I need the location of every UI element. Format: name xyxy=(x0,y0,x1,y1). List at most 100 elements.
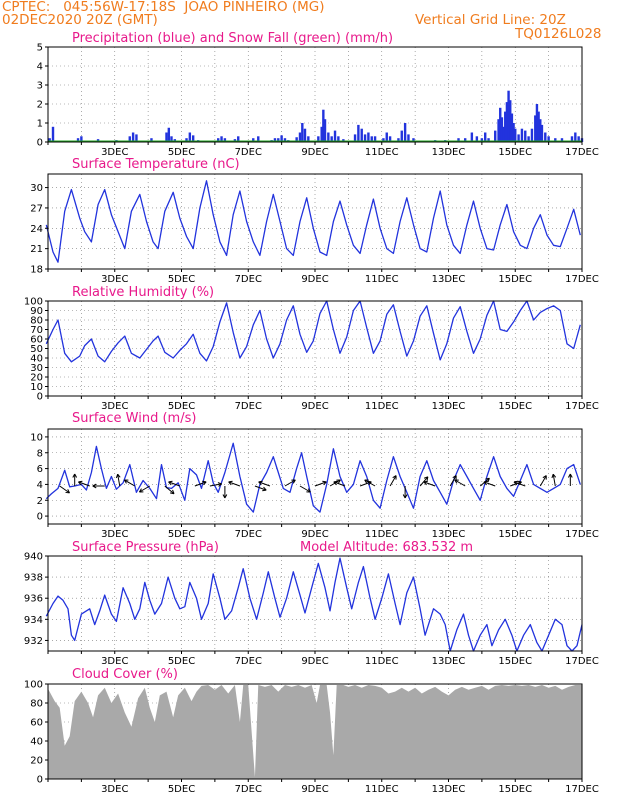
wind-arrow xyxy=(117,474,121,487)
wind-arrow-head xyxy=(202,480,207,483)
wind-arrow xyxy=(513,481,526,487)
wind-arrow-head xyxy=(513,480,519,483)
precip-bar xyxy=(457,138,460,142)
wind-arrow xyxy=(139,485,151,493)
wind-arrow-head xyxy=(423,481,427,486)
precip-bar xyxy=(277,138,280,142)
x-tick-label: 11DEC xyxy=(365,529,399,540)
wind-arrow xyxy=(333,481,346,487)
wind-arrow-head xyxy=(92,485,97,489)
wind-arrow-head xyxy=(123,479,127,484)
wind-arrow-head xyxy=(322,480,327,483)
precip-bar xyxy=(363,134,367,142)
precip-bar xyxy=(220,136,223,142)
wind-arrow-head xyxy=(72,473,76,478)
x-tick-label: 9DEC xyxy=(301,656,328,667)
y-tick-label: 30 xyxy=(30,363,43,374)
precip-bar xyxy=(505,102,509,142)
wind-arrow xyxy=(364,479,376,487)
wind-arrow-head xyxy=(218,483,222,487)
wind-arrow xyxy=(124,479,136,487)
y-tick-label: 10 xyxy=(30,382,43,393)
x-tick-label: 17DEC xyxy=(565,274,599,285)
precip-bar xyxy=(530,128,534,142)
wind-arrow-head xyxy=(404,494,408,499)
y-tick-label: 20 xyxy=(30,373,43,384)
wind-arrow-head xyxy=(323,481,327,486)
wind-arrow xyxy=(389,475,397,487)
wind-arrow-head xyxy=(513,481,518,486)
precip-bar xyxy=(554,138,557,142)
y-tick-label: 4 xyxy=(37,480,43,491)
precip-bar xyxy=(547,136,550,142)
wind-arrow-head xyxy=(337,479,341,484)
precip-bar xyxy=(191,135,195,142)
precip-bar xyxy=(307,136,310,142)
wind-arrow-head xyxy=(426,476,429,481)
precip-bar xyxy=(252,138,255,142)
precip-bar xyxy=(128,136,131,142)
y-tick-label: 100 xyxy=(24,680,43,691)
y-tick-label: 18 xyxy=(30,265,43,276)
y-tick-label: 3 xyxy=(37,81,43,92)
precip-bar xyxy=(412,138,415,142)
x-tick-label: 9DEC xyxy=(301,274,328,285)
x-tick-label: 11DEC xyxy=(365,784,399,795)
y-tick-label: 0 xyxy=(37,392,43,403)
x-tick-label: 9DEC xyxy=(301,529,328,540)
precip-bar xyxy=(507,90,510,142)
wind-arrow-head xyxy=(551,474,554,479)
precip-bar xyxy=(494,130,497,142)
x-tick-label: 7DEC xyxy=(235,147,262,158)
y-tick-label: 40 xyxy=(30,737,43,748)
x-tick-label: 7DEC xyxy=(235,401,262,412)
wind-arrow xyxy=(194,481,207,487)
panel-title: Cloud Cover (%) xyxy=(72,667,178,682)
x-tick-label: 3DEC xyxy=(101,784,128,795)
wind-arrow xyxy=(168,481,181,487)
precip-bar xyxy=(512,123,515,142)
wind-arrow-head xyxy=(203,481,207,486)
precip-bar xyxy=(504,111,507,142)
y-tick-label: 21 xyxy=(30,244,43,255)
header-run-time: 02DEC2020 20Z (GMT) xyxy=(2,12,158,28)
wind-arrow-head xyxy=(78,481,82,486)
wind-arrow-head xyxy=(115,474,119,479)
precip-bar xyxy=(539,119,542,142)
x-tick-label: 13DEC xyxy=(432,529,466,540)
wind-arrow xyxy=(59,485,70,494)
wind-arrow xyxy=(449,475,457,487)
y-tick-label: 934 xyxy=(24,615,43,626)
wind-arrow xyxy=(552,474,556,487)
x-tick-label: 7DEC xyxy=(235,529,262,540)
y-tick-label: 70 xyxy=(30,325,43,336)
wind-arrow xyxy=(299,485,311,493)
precip-bar xyxy=(509,100,512,142)
x-tick-label: 3DEC xyxy=(101,274,128,285)
y-tick-label: 80 xyxy=(30,699,43,710)
y-tick-label: 940 xyxy=(24,552,43,563)
wind-arrow-head xyxy=(333,481,337,486)
x-tick-label: 15DEC xyxy=(498,147,532,158)
x-tick-label: 3DEC xyxy=(101,147,128,158)
y-tick-label: 30 xyxy=(30,183,43,194)
precip-bar xyxy=(330,136,333,142)
panel-title: Surface Temperature (nC) xyxy=(72,157,240,172)
precip-bar xyxy=(560,138,564,142)
header-station: CPTEC: 045:56W-17:18S JOAO PINHEIRO (MG) xyxy=(2,0,325,15)
x-tick-label: 7DEC xyxy=(235,656,262,667)
y-tick-label: 2 xyxy=(37,496,43,507)
precip-bar xyxy=(76,138,80,142)
wind-arrow-head xyxy=(552,473,557,478)
wind-arrow-head xyxy=(169,492,175,495)
wind-arrow-head xyxy=(364,479,368,484)
y-tick-label: 100 xyxy=(24,297,43,308)
precip-bar xyxy=(80,136,83,142)
x-tick-label: 5DEC xyxy=(168,784,195,795)
wind-arrow xyxy=(284,479,296,487)
wind-arrow-head xyxy=(569,473,573,478)
x-tick-label: 13DEC xyxy=(432,401,466,412)
wind-arrow-head xyxy=(483,480,488,483)
precip-bar xyxy=(357,124,360,142)
wind-arrow-head xyxy=(487,478,490,483)
